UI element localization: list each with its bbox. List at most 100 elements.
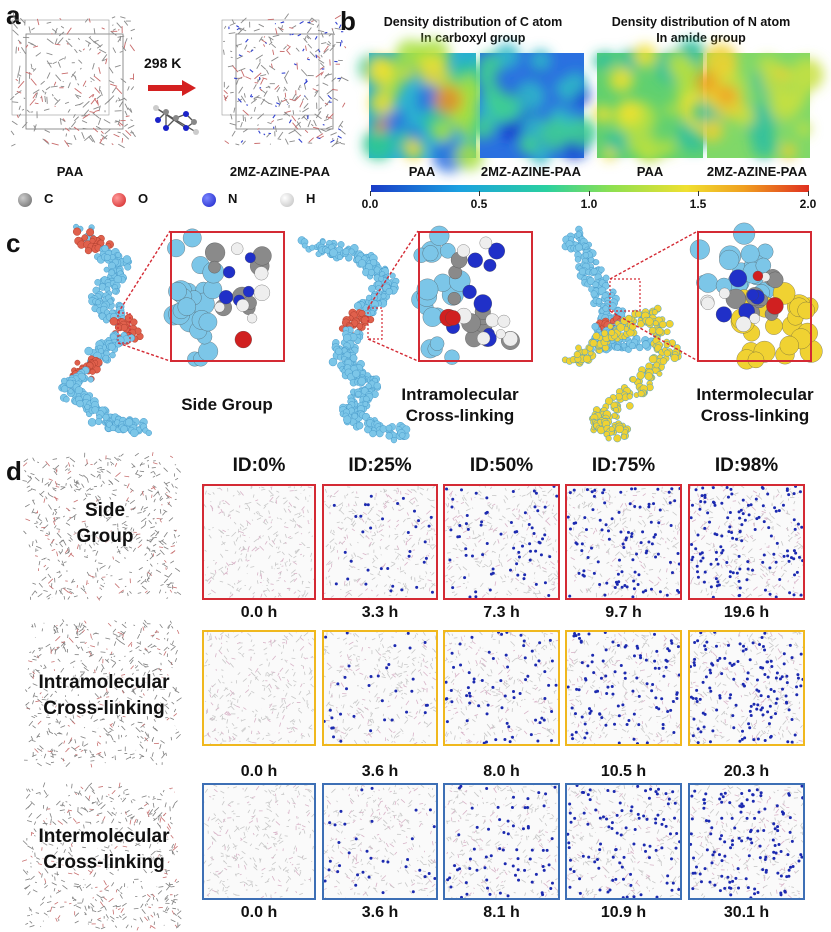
c-density-title: Density distribution of C atom In carbox…	[368, 14, 578, 46]
column-header-2: ID:50%	[443, 455, 560, 477]
tick-mark-0	[370, 191, 371, 196]
sim-box-r0-c2	[443, 484, 560, 600]
hydrogen-atom-icon	[280, 193, 294, 207]
sim-box-r0-c1	[322, 484, 438, 600]
side-group-zoom	[170, 231, 285, 362]
time-r1-c1: 3.6 h	[322, 763, 438, 781]
caption-intermolecular-line1: Intermolecular	[680, 384, 830, 405]
row-label-side-group-line2: Group	[30, 524, 180, 550]
sim-box-r0-c3	[565, 484, 682, 600]
sim-box-r0-c4	[688, 484, 805, 600]
row-label-intramolecular-line1: Intramolecular	[14, 670, 194, 696]
time-r2-c1: 3.6 h	[322, 904, 438, 922]
c-density-title-line1: Density distribution of C atom	[368, 14, 578, 30]
time-r2-c3: 10.9 h	[565, 904, 682, 922]
n-density-title-line1: Density distribution of N atom	[596, 14, 806, 30]
oxygen-atom-icon	[112, 193, 126, 207]
map-label-3: PAA	[620, 164, 680, 179]
time-r2-c2: 8.1 h	[443, 904, 560, 922]
caption-intramolecular-line2: Cross-linking	[380, 405, 540, 426]
intramolecular-zoom	[418, 231, 533, 362]
colorbar	[371, 185, 809, 192]
sim-box-r1-c4	[688, 630, 805, 746]
time-r1-c4: 20.3 h	[688, 763, 805, 781]
caption-intramolecular-line1: Intramolecular	[380, 384, 540, 405]
tick-4: 2.0	[793, 197, 823, 211]
caption-intermolecular: Intermolecular Cross-linking	[680, 384, 830, 426]
density-map-c-paa	[369, 53, 476, 158]
panel-b-label: b	[340, 8, 356, 34]
column-header-1: ID:25%	[322, 455, 438, 477]
legend-c: C	[44, 191, 53, 206]
c-density-title-line2: In carboxyl group	[368, 30, 578, 46]
legend-h: H	[306, 191, 315, 206]
time-r0-c4: 19.6 h	[688, 604, 805, 622]
caption-side-group: Side Group	[172, 395, 282, 415]
map-label-4: 2MZ-AZINE-PAA	[692, 164, 822, 179]
row-label-side-group: Side Group	[30, 498, 180, 550]
tick-mark-3	[698, 191, 699, 196]
time-r1-c0: 0.0 h	[202, 763, 316, 781]
column-header-0: ID:0%	[202, 455, 316, 477]
legend-o: O	[138, 191, 148, 206]
map-label-2: 2MZ-AZINE-PAA	[466, 164, 596, 179]
azine-paa-molecular-box	[218, 14, 353, 149]
tick-mark-1	[479, 191, 480, 196]
time-r0-c0: 0.0 h	[202, 604, 316, 622]
sim-box-r2-c4	[688, 783, 805, 900]
nitrogen-atom-icon	[202, 193, 216, 207]
time-r2-c4: 30.1 h	[688, 904, 805, 922]
row-label-intramolecular: Intramolecular Cross-linking	[14, 670, 194, 722]
row-label-intermolecular-line1: Intermolecular	[14, 824, 194, 850]
column-header-4: ID:98%	[688, 455, 805, 477]
row-label-intramolecular-line2: Cross-linking	[14, 696, 194, 722]
zoom-connector-1	[118, 231, 172, 362]
n-density-title-line2: In amide group	[596, 30, 806, 46]
tick-0: 0.0	[355, 197, 385, 211]
azine-paa-label: 2MZ-AZINE-PAA	[210, 164, 350, 179]
sim-box-r1-c0	[202, 630, 316, 746]
tick-mark-4	[808, 191, 809, 196]
tick-mark-2	[589, 191, 590, 196]
row-label-intermolecular-line2: Cross-linking	[14, 850, 194, 876]
sim-box-r1-c1	[322, 630, 438, 746]
sim-box-r2-c2	[443, 783, 560, 900]
panel-d-label: d	[6, 458, 22, 484]
panel-c-label: c	[6, 230, 20, 256]
map-label-1: PAA	[392, 164, 452, 179]
density-map-n-paa	[597, 53, 703, 158]
arrow-right-icon	[148, 80, 198, 96]
n-density-title: Density distribution of N atom In amide …	[596, 14, 806, 46]
carbon-atom-icon	[18, 193, 32, 207]
intermolecular-zoom	[697, 231, 812, 362]
density-map-c-azine	[480, 53, 584, 158]
2mz-azine-molecule	[152, 100, 200, 136]
time-r0-c3: 9.7 h	[565, 604, 682, 622]
sim-box-r2-c1	[322, 783, 438, 900]
tick-2: 1.0	[574, 197, 604, 211]
row-label-side-group-line1: Side	[30, 498, 180, 524]
density-map-n-azine	[707, 53, 810, 158]
zoom-connector-3	[610, 231, 700, 362]
temperature-label: 298 K	[144, 55, 181, 71]
paa-molecular-box	[8, 14, 143, 149]
time-r1-c2: 8.0 h	[443, 763, 560, 781]
caption-intermolecular-line2: Cross-linking	[680, 405, 830, 426]
paa-label: PAA	[40, 164, 100, 179]
caption-intramolecular: Intramolecular Cross-linking	[380, 384, 540, 426]
time-r0-c1: 3.3 h	[322, 604, 438, 622]
sim-box-r2-c3	[565, 783, 682, 900]
time-r2-c0: 0.0 h	[202, 904, 316, 922]
atom-legend: C O N H	[18, 191, 348, 211]
time-r0-c2: 7.3 h	[443, 604, 560, 622]
legend-n: N	[228, 191, 237, 206]
time-r1-c3: 10.5 h	[565, 763, 682, 781]
tick-3: 1.5	[683, 197, 713, 211]
sim-box-r1-c2	[443, 630, 560, 746]
caption-side-group-line1: Side Group	[172, 395, 282, 415]
zoom-connector-2	[366, 231, 420, 362]
sim-box-r1-c3	[565, 630, 682, 746]
sim-box-r0-c0	[202, 484, 316, 600]
row-label-intermolecular: Intermolecular Cross-linking	[14, 824, 194, 876]
sim-box-r2-c0	[202, 783, 316, 900]
